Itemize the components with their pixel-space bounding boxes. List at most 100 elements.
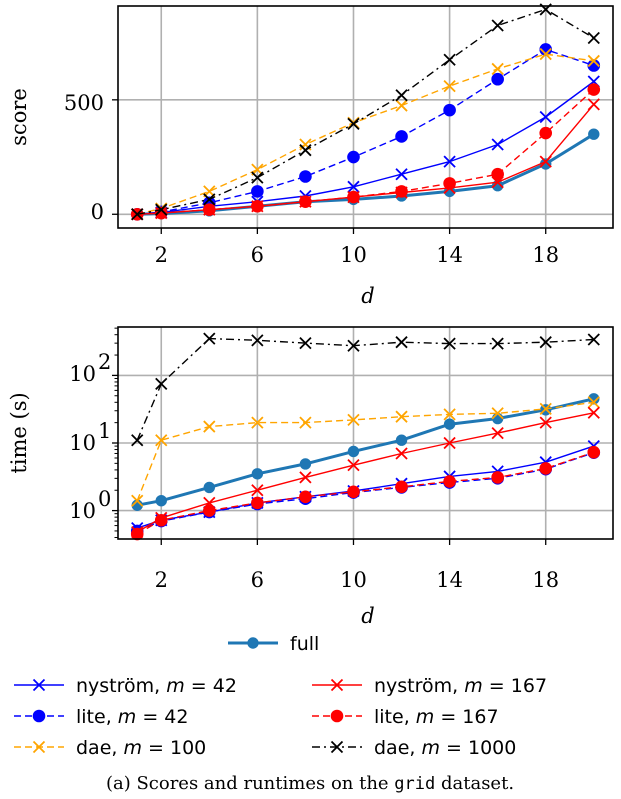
score-xtick-label: 6 [251,243,264,267]
score-point-dae1000 [587,31,600,45]
time-point-dae1000 [203,332,216,345]
time-point-dae1000 [131,434,144,447]
legend-swatch-lite-167 [312,709,362,723]
score-point-lite167 [299,195,312,208]
time-point-dae1000 [443,337,456,350]
legend-entry-full: full [228,633,319,655]
time-point-nys167 [251,484,264,497]
legend-marker-lite167 [330,709,344,723]
score-point-lite42 [443,103,456,117]
time-point-dae100 [347,413,360,426]
time-point-lite167 [299,490,312,504]
time-point-nys167 [539,416,552,429]
time-point-lite167 [154,513,168,527]
time-point-lite167 [130,527,144,541]
time-point-dae1000 [251,334,264,347]
score-point-dae1000 [251,171,264,184]
score-point-dae100 [539,47,552,61]
score-point-nys167 [539,155,552,168]
score-xtick-label: 10 [340,243,367,267]
score-point-lite42 [491,72,504,86]
time-xtick-label: 6 [251,568,264,592]
time-point-lite167 [539,462,553,475]
legend-marker-dae1000 [330,740,344,754]
legend-label-lite-42: lite, m = 42 [76,706,188,728]
time-plot-frame [117,326,614,540]
score-point-lite42 [347,150,360,164]
time-point-dae100 [443,408,456,421]
time-point-lite167 [203,504,216,517]
legend-swatch-dae-1000 [312,740,362,754]
time-point-nys167 [491,426,504,440]
score-point-lite42 [251,185,264,198]
score-point-nys42 [395,168,408,181]
score-ytick-500: 500 [64,91,104,115]
legend-swatch-lite-42 [14,709,64,723]
score-point-lite167 [251,199,264,213]
time-point-dae100 [539,402,552,415]
time-point-lite167 [587,445,601,459]
time-point-dae100 [251,416,264,429]
score-line-lite167 [137,88,595,215]
time-point-nys167 [299,471,312,484]
score-point-lite42 [299,170,312,183]
score-point-dae1000 [131,208,144,221]
time-xtick-label: 18 [532,568,559,592]
legend-label-nystrom-42: nyström, m = 42 [76,675,237,697]
score-xtick-labels: 2 6 10 14 18 [155,243,560,267]
score-point-lite167 [395,185,408,198]
score-point-nys167 [587,98,600,111]
legend-label-lite-167: lite, m = 167 [374,706,499,728]
score-point-dae100 [587,54,600,68]
legend-label-nystrom-167: nyström, m = 167 [374,675,547,697]
score-panel: 0 500 2 6 10 14 18 score d [7,3,614,308]
time-point-full [588,393,600,405]
legend-entry-dae-1000: dae, m = 1000 [312,737,516,759]
score-point-dae1000 [395,89,408,102]
score-xtick-label: 2 [155,243,168,267]
time-panel: 10 0 10 1 10 2 2 6 10 14 18 time (s) d [7,326,614,628]
time-point-dae100 [155,434,168,447]
time-series [130,332,601,541]
time-grid [118,327,613,539]
time-point-dae100 [395,410,408,423]
score-point-dae1000 [443,53,456,66]
legend-label-full: full [290,633,319,655]
legend-marker-nys167 [330,678,344,692]
score-point-lite167 [443,177,456,190]
time-ytick-10e2: 10 [69,362,96,386]
score-point-dae1000 [347,117,360,131]
score-point-full [540,158,552,170]
score-point-lite42 [395,130,408,143]
legend-marker-dae100 [32,740,46,754]
legend-entry-lite-167: lite, m = 167 [312,706,499,728]
score-point-nys42 [347,180,360,193]
legend-marker-full [247,637,259,649]
time-ytick-10e0-exp: 0 [98,487,111,511]
legend-marker-lite42 [32,709,46,723]
score-plot-frame [117,5,614,229]
time-point-dae100 [299,416,312,429]
legend-swatch-dae-100 [14,740,64,754]
legend-marker-nys42 [32,678,46,692]
time-point-nys167 [395,447,408,460]
time-point-lite167 [347,485,360,499]
time-point-lite167 [251,496,264,510]
score-point-nys42 [539,110,552,124]
score-xlabel: d [361,284,374,308]
legend-swatch-nystrom-167 [312,678,362,692]
legend-swatch-full [228,637,278,649]
score-point-lite167 [203,203,216,216]
time-point-dae100 [491,407,504,420]
score-point-dae1000 [299,144,312,157]
score-point-dae1000 [155,203,168,216]
legend-entry-lite-42: lite, m = 42 [14,706,188,728]
score-point-lite167 [347,190,360,204]
time-ticks [112,327,547,545]
time-point-full [203,481,216,494]
score-point-lite167 [539,126,553,140]
figure-caption: (a) Scores and runtimes on the grid data… [106,773,514,794]
score-xtick-label: 18 [532,243,559,267]
time-point-nys167 [587,406,600,419]
